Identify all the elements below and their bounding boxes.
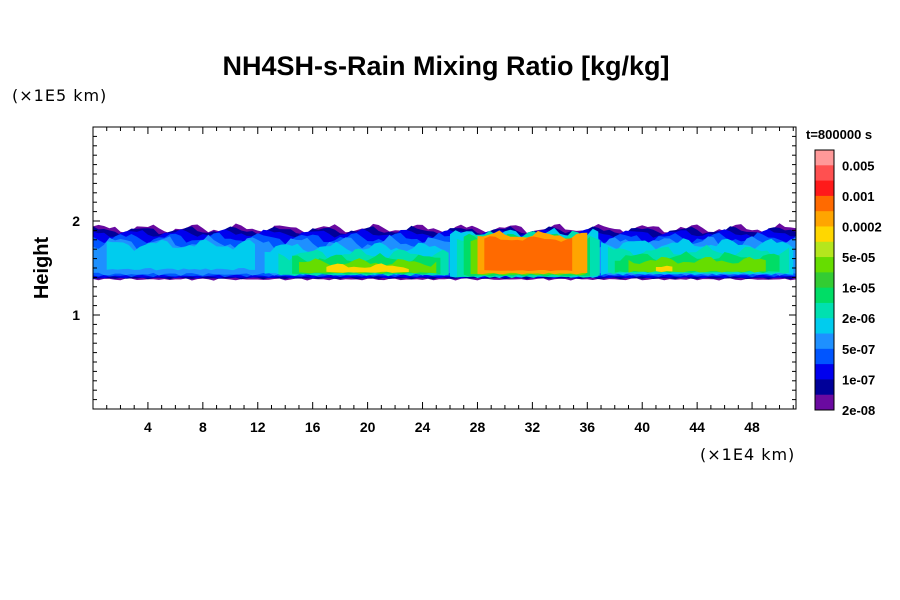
- y-unit-label: (×1E5 km): [12, 86, 107, 105]
- colorbar-swatch: [815, 348, 834, 365]
- colorbar-swatch: [815, 211, 834, 227]
- colorbar-swatch: [815, 379, 834, 396]
- colorbar-label: 5e-05: [842, 250, 875, 265]
- time-label: t=800000 s: [806, 127, 872, 142]
- colorbar-swatch: [815, 226, 834, 243]
- x-tick-label: 40: [634, 419, 650, 435]
- x-tick-label: 48: [744, 419, 760, 435]
- x-tick-label: 20: [360, 419, 376, 435]
- y-tick-label: 2: [72, 213, 80, 229]
- colorbar-label: 2e-06: [842, 311, 875, 326]
- y-axis-title: Height: [31, 237, 53, 300]
- x-tick-label: 4: [144, 419, 152, 435]
- x-tick-label: 28: [470, 419, 486, 435]
- colorbar-swatch: [815, 150, 834, 166]
- x-tick-label: 36: [580, 419, 596, 435]
- field-level-2e-04: [326, 263, 409, 273]
- colorbar-label: 0.001: [842, 189, 875, 204]
- colorbar-swatch: [815, 318, 834, 335]
- x-tick-label: 44: [689, 419, 705, 435]
- colorbar-swatch: [815, 241, 834, 258]
- field-level-max-inner: [484, 236, 573, 272]
- field-level-5e-05: [106, 239, 255, 271]
- x-tick-label: 24: [415, 419, 431, 435]
- colorbar-swatch: [815, 364, 834, 380]
- chart-title: NH4SH-s-Rain Mixing Ratio [kg/kg]: [222, 51, 669, 81]
- colorbar-swatch: [815, 195, 834, 212]
- colorbar-swatch: [815, 165, 834, 182]
- x-tick-label: 16: [305, 419, 321, 435]
- colorbar-label: 0.0002: [842, 219, 882, 234]
- y-axis: 12: [72, 135, 796, 401]
- colorbar-label: 2e-08: [842, 403, 875, 418]
- colorbar-label: 1e-07: [842, 372, 875, 387]
- heatmap-field: [93, 223, 796, 281]
- y-tick-label: 1: [72, 307, 80, 323]
- x-tick-label: 12: [250, 419, 266, 435]
- x-tick-label: 8: [199, 419, 207, 435]
- colorbar: 0.005 0.001 0.0002 5e-05 1e-05 2e-06 5e-07 1e-0…: [814, 149, 882, 418]
- colorbar-swatch: [815, 257, 834, 273]
- colorbar-label: 0.005: [842, 158, 875, 173]
- field-level-2e-04: [655, 265, 673, 272]
- colorbar-swatch: [815, 272, 834, 289]
- colorbar-swatch: [815, 287, 834, 304]
- x-axis: 4 8 12 16 20 24 28 32 36 40 44 48: [106, 127, 794, 435]
- colorbar-label: 5e-07: [842, 342, 875, 357]
- colorbar-label: 1e-05: [842, 281, 875, 296]
- x-tick-label: 32: [525, 419, 541, 435]
- x-unit-label: (×1E4 km): [700, 445, 795, 464]
- colorbar-swatch: [815, 180, 834, 197]
- colorbar-frame: [814, 149, 835, 411]
- colorbar-swatch: [815, 333, 834, 350]
- colorbar-swatch: [815, 302, 834, 319]
- colorbar-swatch: [815, 394, 834, 411]
